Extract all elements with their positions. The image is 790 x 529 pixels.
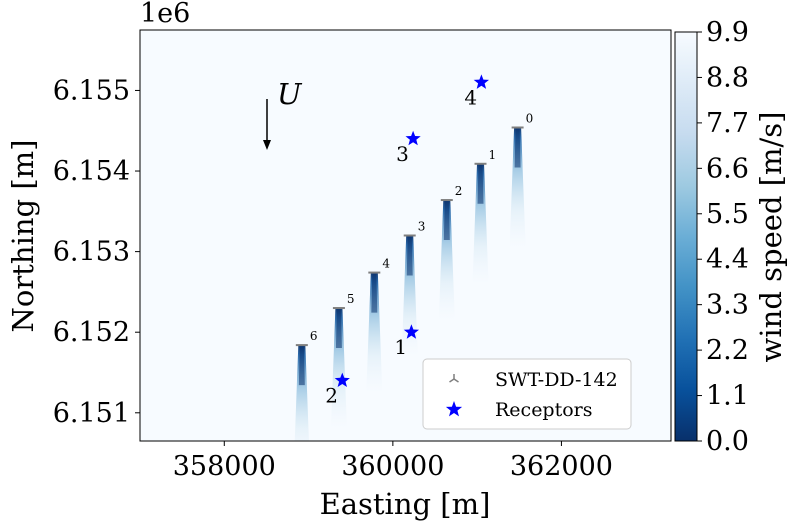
turbine-wake bbox=[438, 200, 455, 321]
colorbar-tick-label: 2.2 bbox=[706, 335, 749, 366]
turbine-label: 6 bbox=[310, 329, 318, 343]
x-axis-title: Easting [m] bbox=[320, 487, 491, 521]
x-axis: 358000 360000 362000 bbox=[173, 441, 613, 482]
y-axis: 6.151 6.152 6.153 6.154 6.155 bbox=[53, 75, 140, 429]
receptor-marker bbox=[405, 130, 421, 146]
y-tick-label: 6.152 bbox=[53, 317, 130, 348]
turbine-label: 0 bbox=[526, 112, 534, 126]
turbine-wake bbox=[330, 308, 347, 429]
receptor-legend-marker bbox=[445, 401, 463, 417]
receptor-label: 2 bbox=[325, 384, 338, 408]
turbine-legend-marker bbox=[449, 374, 459, 383]
turbine-wake bbox=[401, 235, 418, 356]
x-tick-label: 358000 bbox=[173, 451, 276, 482]
legend: SWT-DD-142 Receptors bbox=[422, 358, 632, 430]
wind-direction-label: U bbox=[277, 77, 303, 111]
receptor-marker bbox=[473, 74, 489, 89]
turbine-label: 3 bbox=[418, 220, 426, 234]
y-axis-title: Northing [m] bbox=[6, 140, 40, 333]
colorbar-tick-label: 9.9 bbox=[706, 17, 749, 48]
colorbar-tick-label: 3.3 bbox=[706, 290, 749, 321]
turbine-wake bbox=[509, 127, 526, 248]
turbine-wake bbox=[472, 163, 489, 284]
turbine-label: 5 bbox=[347, 292, 355, 306]
turbine-label: 1 bbox=[489, 148, 497, 162]
plot-frame bbox=[139, 29, 672, 442]
wind-direction-arrow bbox=[263, 99, 271, 150]
legend-receptor-label: Receptors bbox=[495, 399, 593, 421]
x-tick-label: 362000 bbox=[510, 451, 613, 482]
receptor-marker bbox=[334, 372, 350, 387]
data-layer: 0 1 2 3 4 5 6 1 2 3 4 bbox=[294, 74, 534, 441]
turbine-label: 4 bbox=[382, 257, 390, 271]
turbine-wake bbox=[294, 345, 309, 441]
colorbar-tick-label: 1.1 bbox=[706, 381, 749, 412]
y-tick-label: 6.154 bbox=[53, 156, 130, 187]
colorbar-tick-label: 5.5 bbox=[706, 199, 749, 230]
colorbar bbox=[674, 31, 698, 442]
y-tick-label: 6.153 bbox=[53, 237, 130, 268]
receptor-label: 4 bbox=[464, 85, 477, 109]
y-tick-label: 6.155 bbox=[53, 75, 130, 106]
colorbar-tick-label: 8.8 bbox=[706, 62, 749, 93]
colorbar-ticks: 0.0 1.1 2.2 3.3 4.4 5.5 6.6 7.7 8.8 9.9 bbox=[697, 17, 749, 457]
colorbar-tick-label: 0.0 bbox=[706, 426, 749, 457]
colorbar-tick-label: 6.6 bbox=[706, 153, 749, 184]
y-tick-label: 6.151 bbox=[53, 398, 130, 429]
turbine-label: 2 bbox=[455, 184, 463, 198]
receptor-marker bbox=[403, 324, 419, 339]
y-offset-label: 1e6 bbox=[140, 0, 190, 29]
receptor-label: 1 bbox=[394, 335, 407, 359]
colorbar-tick-label: 7.7 bbox=[706, 108, 749, 139]
colorbar-tick-label: 4.4 bbox=[706, 244, 749, 275]
legend-box bbox=[422, 358, 632, 430]
receptor-label: 3 bbox=[396, 142, 409, 166]
turbine-wake bbox=[366, 272, 383, 393]
colorbar-title: wind speed [m/s] bbox=[754, 112, 788, 363]
x-tick-label: 360000 bbox=[341, 451, 444, 482]
legend-turbine-label: SWT-DD-142 bbox=[495, 369, 618, 391]
